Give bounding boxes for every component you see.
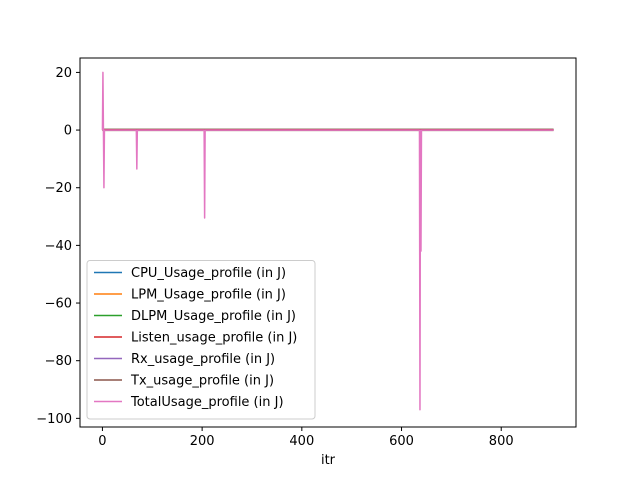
- y-axis-ticks: 20 0 −20 −40 −60 −80 −100: [36, 66, 80, 427]
- x-tick-label: 0: [98, 434, 106, 449]
- legend-entry-label: CPU_Usage_profile (in J): [131, 266, 286, 281]
- x-tick-label: 400: [289, 434, 314, 449]
- axes-frame: [79, 57, 577, 428]
- x-tick-label: 600: [389, 434, 414, 449]
- y-tick-label: −40: [45, 239, 72, 254]
- y-tick-label: −100: [36, 412, 72, 427]
- y-tick-label: 20: [55, 66, 72, 81]
- legend-entry-label: Listen_usage_profile (in J): [131, 331, 297, 346]
- legend-entry-label: TotalUsage_profile (in J): [130, 395, 284, 410]
- y-tick-label: 0: [64, 124, 72, 139]
- legend-entry-label: Tx_usage_profile (in J): [130, 374, 274, 389]
- series-lines: [101, 71, 554, 411]
- legend-entry-label: DLPM_Usage_profile (in J): [131, 309, 296, 324]
- series-line-7: [101, 71, 554, 411]
- legend: CPU_Usage_profile (in J) LPM_Usage_profil…: [86, 260, 316, 420]
- y-tick-label: −60: [45, 297, 72, 312]
- x-tick-label: 200: [190, 434, 215, 449]
- y-tick-label: −20: [45, 181, 72, 196]
- legend-entry-label: Rx_usage_profile (in J): [131, 352, 275, 367]
- legend-entry-label: LPM_Usage_profile (in J): [131, 288, 286, 303]
- y-tick-label: −80: [45, 354, 72, 369]
- x-tick-label: 800: [489, 434, 514, 449]
- x-axis-label: itr: [321, 453, 336, 468]
- x-axis-ticks: 0 200 400 600 800: [98, 427, 514, 449]
- legend-box: [86, 260, 316, 420]
